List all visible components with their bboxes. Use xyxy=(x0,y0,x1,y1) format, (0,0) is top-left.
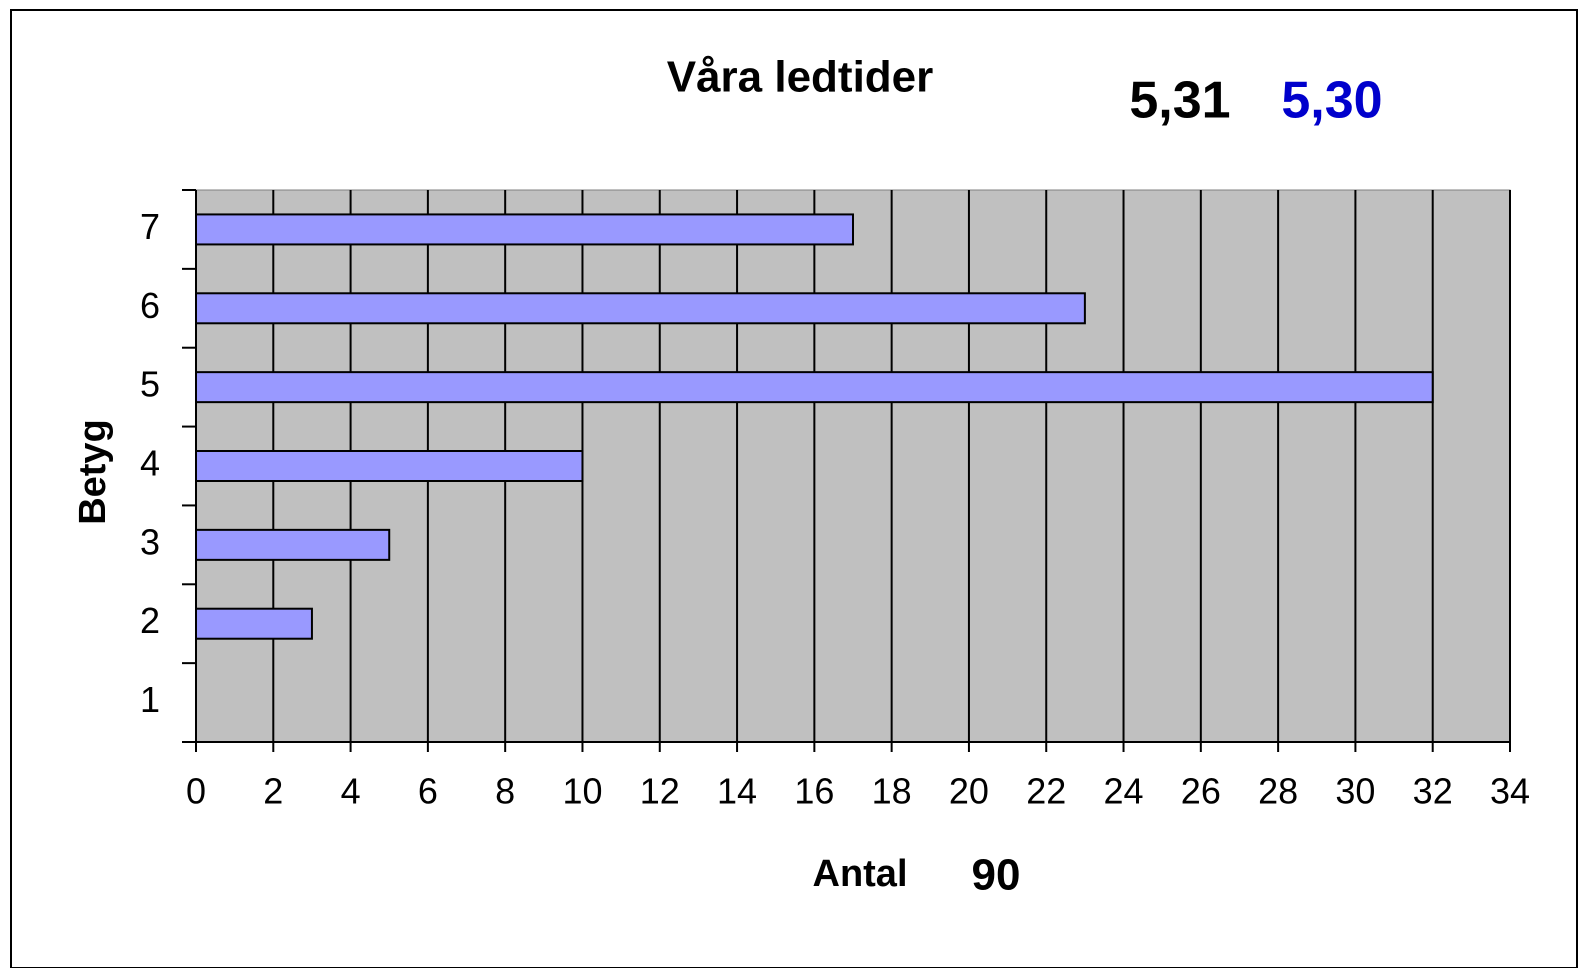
bar xyxy=(195,528,391,561)
x-tick-label: 34 xyxy=(1490,771,1530,812)
x-tick-label: 14 xyxy=(717,771,757,812)
x-tick-label: 16 xyxy=(794,771,834,812)
x-tick-label: 0 xyxy=(186,771,206,812)
chart-title: Våra ledtider xyxy=(667,53,934,102)
x-tick-label: 26 xyxy=(1181,771,1221,812)
x-tick-label: 32 xyxy=(1413,771,1453,812)
y-tick-label: 4 xyxy=(140,443,160,484)
x-tick-label: 24 xyxy=(1104,771,1144,812)
x-tick-label: 4 xyxy=(341,771,361,812)
x-tick-label: 20 xyxy=(949,771,989,812)
x-tick-label: 6 xyxy=(418,771,438,812)
x-tick-label: 18 xyxy=(872,771,912,812)
y-tick-label: 1 xyxy=(140,679,160,720)
y-tick-label: 6 xyxy=(140,285,160,326)
y-tick-label: 7 xyxy=(140,206,160,247)
x-tick-label: 12 xyxy=(640,771,680,812)
x-tick-label: 2 xyxy=(263,771,283,812)
x-tick-label: 30 xyxy=(1335,771,1375,812)
y-axis-label: Betyg xyxy=(72,419,114,525)
y-tick-label: 5 xyxy=(140,364,160,405)
x-tick-label: 22 xyxy=(1026,771,1066,812)
y-tick-label: 3 xyxy=(140,521,160,562)
bar xyxy=(195,213,854,246)
y-tick-label: 2 xyxy=(140,600,160,641)
x-tick-label: 8 xyxy=(495,771,515,812)
bar xyxy=(195,371,1434,404)
annotation: 5,31 xyxy=(1129,72,1230,130)
annotation: 5,30 xyxy=(1281,72,1382,130)
annotation: 90 xyxy=(972,851,1021,900)
bar xyxy=(195,292,1086,325)
bar xyxy=(195,607,313,640)
x-tick-label: 28 xyxy=(1258,771,1298,812)
x-axis-label: Antal xyxy=(813,853,908,895)
bar xyxy=(195,450,584,482)
x-tick-label: 10 xyxy=(562,771,602,812)
